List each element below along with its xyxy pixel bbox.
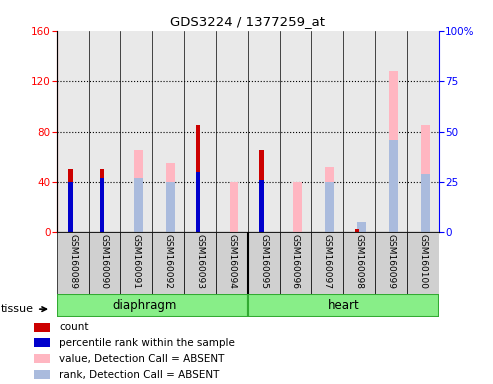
Bar [216, 232, 247, 294]
Title: GDS3224 / 1377259_at: GDS3224 / 1377259_at [170, 15, 325, 28]
Text: GSM160093: GSM160093 [195, 233, 205, 288]
Bar [166, 182, 175, 232]
Text: GSM160090: GSM160090 [100, 233, 109, 288]
Bar [100, 169, 105, 232]
Bar [407, 232, 439, 294]
Bar [375, 232, 407, 294]
Text: GSM160098: GSM160098 [354, 233, 364, 288]
Bar [259, 180, 264, 232]
Bar [354, 228, 359, 232]
Bar [134, 151, 143, 232]
Bar [34, 370, 50, 379]
Bar [325, 167, 334, 232]
Bar [89, 232, 120, 294]
Bar [134, 178, 143, 232]
Bar [100, 178, 105, 232]
Bar [343, 31, 375, 232]
Bar [312, 31, 343, 232]
Bar [247, 232, 280, 294]
Bar [247, 31, 280, 232]
Bar [89, 31, 120, 232]
Text: count: count [59, 322, 89, 332]
Bar [325, 182, 334, 232]
Bar [120, 232, 152, 294]
Text: GSM160094: GSM160094 [227, 233, 236, 288]
Text: GSM160091: GSM160091 [132, 233, 141, 288]
Bar [407, 31, 439, 232]
Bar [421, 125, 429, 232]
Bar [216, 31, 247, 232]
Bar [196, 125, 200, 232]
Bar [421, 174, 429, 232]
Text: GSM160099: GSM160099 [387, 233, 395, 288]
Bar [34, 354, 50, 363]
Bar [312, 232, 343, 294]
Bar [57, 232, 89, 294]
Bar [343, 232, 375, 294]
Bar [166, 163, 175, 232]
Bar [34, 338, 50, 348]
Text: diaphragm: diaphragm [112, 299, 176, 312]
Text: GSM160089: GSM160089 [68, 233, 77, 288]
Bar [357, 222, 366, 232]
Text: GSM160095: GSM160095 [259, 233, 268, 288]
Bar [389, 139, 398, 232]
Bar [280, 232, 312, 294]
Text: GSM160097: GSM160097 [323, 233, 332, 288]
Bar [184, 232, 216, 294]
Bar [34, 323, 50, 332]
Text: GSM160100: GSM160100 [419, 233, 427, 288]
Bar [152, 232, 184, 294]
Bar [280, 31, 312, 232]
Text: value, Detection Call = ABSENT: value, Detection Call = ABSENT [59, 354, 224, 364]
Bar [375, 31, 407, 232]
Bar [259, 151, 264, 232]
Text: tissue: tissue [1, 304, 46, 314]
Text: heart: heart [327, 299, 359, 312]
Bar [293, 182, 302, 232]
Bar [57, 294, 247, 317]
Bar [196, 172, 200, 232]
Text: percentile rank within the sample: percentile rank within the sample [59, 338, 235, 348]
Text: GSM160092: GSM160092 [164, 233, 173, 288]
Bar [230, 182, 239, 232]
Bar [120, 31, 152, 232]
Bar [184, 31, 216, 232]
Bar [57, 31, 89, 232]
Bar [152, 31, 184, 232]
Bar [68, 182, 72, 232]
Bar [389, 71, 398, 232]
Bar [247, 294, 439, 317]
Text: GSM160096: GSM160096 [291, 233, 300, 288]
Text: rank, Detection Call = ABSENT: rank, Detection Call = ABSENT [59, 370, 219, 380]
Bar [68, 169, 72, 232]
